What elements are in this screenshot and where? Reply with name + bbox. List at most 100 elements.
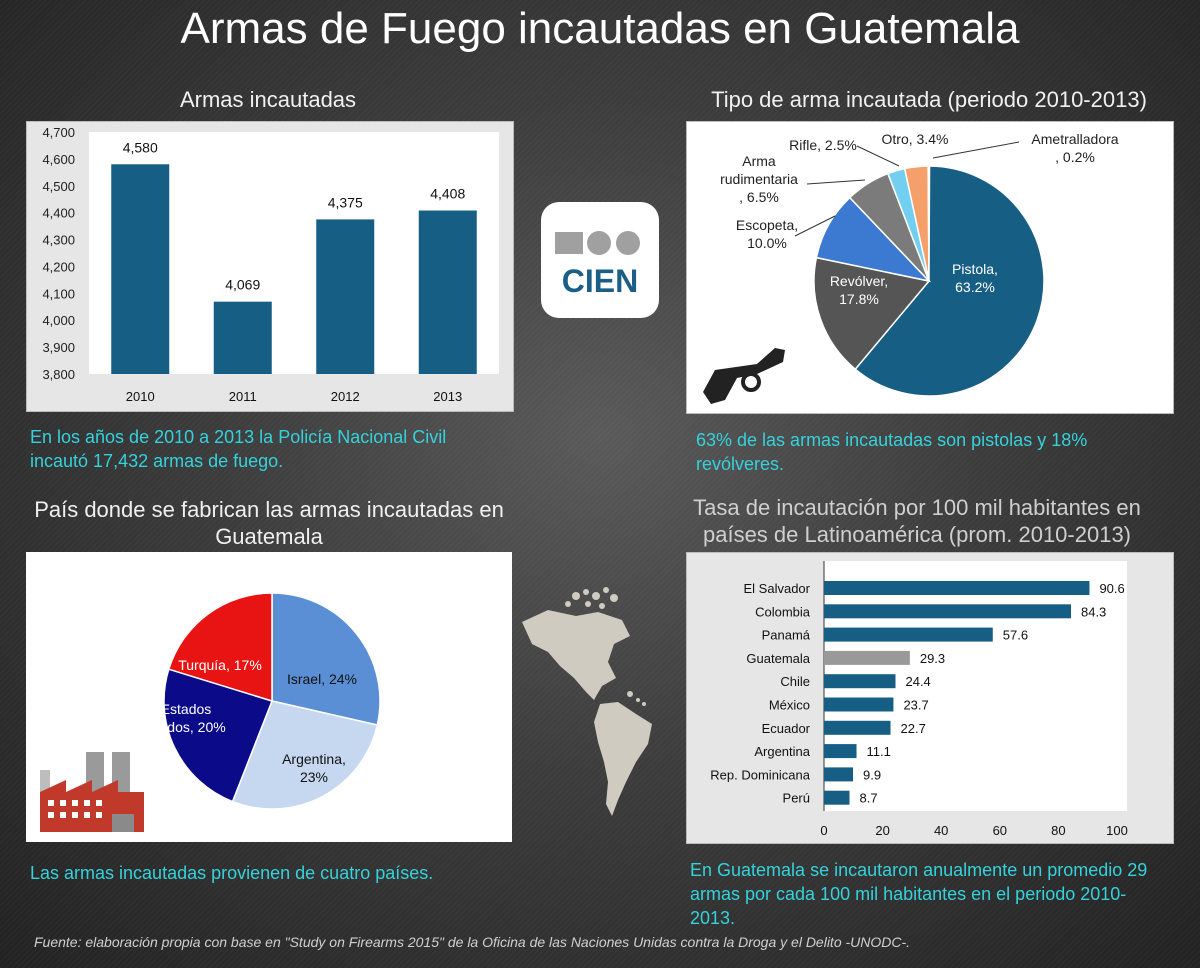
weapon-type-caption: 63% de las armas incautadas son pistolas… [696, 430, 1088, 474]
y-tick-label: 4,600 [42, 152, 75, 167]
y-tick-label: 3,800 [42, 367, 75, 382]
origin-slice-1 [231, 700, 379, 810]
data-label: 24.4 [905, 674, 930, 689]
weapon-slice-6 [886, 167, 930, 282]
x-tick-label: 80 [1051, 823, 1065, 838]
factory-icon [40, 752, 144, 832]
slice-label-israel: Israel, 24% [287, 671, 357, 687]
world-map-icon [522, 587, 652, 816]
category-label: El Salvador [744, 581, 811, 596]
data-label: 90.6 [1099, 581, 1124, 596]
bar-rep-dominicana [824, 767, 854, 782]
slice-label-pistola: Pistola, [952, 261, 998, 277]
logo-circle-1 [587, 231, 611, 255]
slice-label-otro: Otro, 3.4% [882, 131, 949, 147]
category-label: México [769, 698, 810, 713]
origin-panel: Israel, 24% Argentina, 23% Estados Unidos, 2… [26, 552, 512, 842]
y-tick-label: 4,300 [42, 233, 75, 248]
y-tick-label: 4,200 [42, 259, 75, 274]
slice-label-rifle: Rifle, 2.5% [789, 137, 857, 153]
slice-label-ametralladora: Ametralladora [1031, 131, 1118, 147]
weapon-slice-2 [854, 165, 1045, 397]
slice-label-argentina-1: Argentina, [282, 751, 346, 767]
data-label: 4,408 [430, 186, 465, 202]
category-label: Chile [780, 674, 810, 689]
data-label: 4,375 [328, 194, 363, 210]
bar-m-xico [824, 697, 894, 712]
weapon-type-pie-chart: Pistola, 63.2% Revólver, 17.8% Escopeta, 10.0… [703, 131, 1119, 404]
slice-label-turquia: Turquía, 17% [178, 657, 262, 673]
category-label: Colombia [755, 604, 811, 619]
rate-caption: En Guatemala se incautaron anualmente un… [690, 860, 1148, 928]
x-tick-label: 60 [993, 823, 1007, 838]
slice-label-usa-1: Estados [161, 701, 212, 717]
bar-2011 [213, 301, 272, 374]
y-tick-label: 4,000 [42, 313, 75, 328]
slice-label-revolver-pct: 17.8% [839, 291, 879, 307]
x-tick-label: 20 [875, 823, 889, 838]
data-label: 4,069 [225, 277, 260, 293]
data-label: 8.7 [859, 791, 877, 806]
origin-pie-chart: Israel, 24% Argentina, 23% Estados Unidos, 2… [146, 592, 381, 810]
revolver-trigger [741, 372, 761, 392]
main-title: Armas de Fuego incautadas en Guatemala [180, 4, 1020, 53]
y-tick-label: 3,900 [42, 340, 75, 355]
y-tick-label: 4,700 [42, 125, 75, 140]
slice-label-ametralladora-pct: , 0.2% [1055, 149, 1095, 165]
weapon-type-title: Tipo de arma incautada (periodo 2010-201… [711, 87, 1147, 112]
data-label: 23.7 [903, 698, 928, 713]
category-label: Rep. Dominicana [710, 767, 810, 782]
bar-guatemala [824, 650, 910, 665]
weapon-slice-3 [813, 256, 931, 371]
data-label: 57.6 [1003, 628, 1028, 643]
bar-el-salvador [824, 581, 1090, 595]
x-tick-label: 2012 [331, 389, 360, 404]
origin-caption: Las armas incautadas provienen de cuatro… [30, 863, 434, 883]
y-tick-label: 4,400 [42, 206, 75, 221]
x-tick-label: 40 [934, 823, 948, 838]
seized-caption: En los años de 2010 a 2013 la Policía Na… [30, 427, 447, 471]
slice-label-rudimentaria-pct: , 6.5% [739, 189, 779, 205]
category-label: Guatemala [746, 651, 810, 666]
seized-chart-title: Armas incautadas [179, 87, 357, 112]
rate-bar-chart: 0 20 40 60 80 100 El Salvador 90.6 Colombia 84.3 P… [710, 561, 1128, 838]
category-label: Panamá [762, 628, 811, 643]
origin-slice-2 [163, 668, 273, 803]
logo-text: CIEN [562, 263, 638, 299]
bar-2013 [418, 210, 477, 374]
data-label: 4,580 [123, 139, 158, 155]
data-label: 11.1 [867, 744, 891, 759]
bar-chile [824, 674, 896, 689]
x-tick-label: 0 [820, 823, 827, 838]
slice-label-escopeta: Escopeta, [736, 217, 798, 233]
seized-bar-chart: 3,800 3,900 4,000 4,100 4,200 4,300 4,400 4,500… [42, 125, 499, 404]
origin-title: País donde se fabrican las armas incauta… [34, 497, 504, 549]
x-tick-label: 2013 [433, 389, 462, 404]
y-tick-label: 4,500 [42, 179, 75, 194]
slice-label-revolver: Revólver, [830, 273, 888, 289]
weapon-type-panel: Pistola, 63.2% Revólver, 17.8% Escopeta, 10.0… [686, 121, 1174, 414]
slice-label-argentina-2: 23% [300, 769, 328, 785]
origin-slice-0 [271, 592, 381, 726]
cien-logo: CIEN [541, 202, 659, 318]
slice-label-rudimentaria-2: rudimentaria [720, 171, 798, 187]
bar-2010 [111, 164, 170, 374]
bar-argentina [824, 744, 857, 759]
y-tick-label: 4,100 [42, 286, 75, 301]
leader-line-rifle [856, 145, 900, 167]
slice-label-usa-2: Unidos, 20% [146, 719, 225, 735]
bar-2012 [316, 219, 375, 374]
data-label: 29.3 [920, 651, 945, 666]
bar-ecuador [824, 720, 891, 735]
revolver-icon [703, 348, 785, 404]
seized-chart-panel: 3,800 3,900 4,000 4,100 4,200 4,300 4,400 4,500… [26, 121, 514, 412]
x-tick-label: 2010 [126, 389, 155, 404]
logo-circle-2 [616, 231, 640, 255]
category-label: Argentina [754, 744, 810, 759]
bar-panam- [824, 627, 993, 642]
leader-line-rudimentaria [806, 179, 866, 185]
slice-label-rudimentaria-1: Arma [742, 153, 776, 169]
x-tick-label: 100 [1106, 823, 1128, 838]
bar-per- [824, 790, 850, 805]
cien-logo-mark: CIEN [555, 231, 640, 299]
